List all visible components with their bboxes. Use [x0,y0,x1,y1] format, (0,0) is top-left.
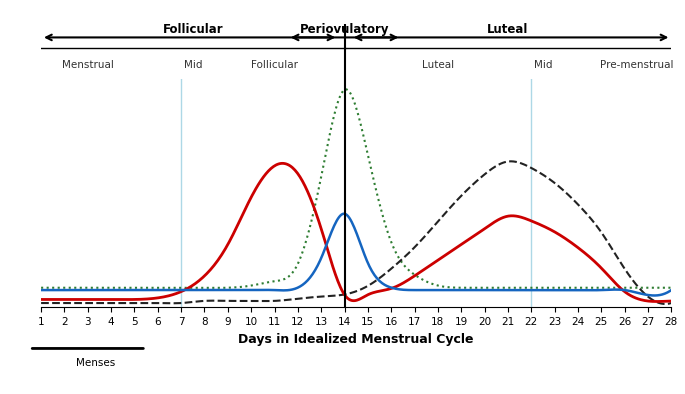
Text: Menses: Menses [76,358,115,368]
Text: Menstrual: Menstrual [62,60,114,70]
X-axis label: Days in Idealized Menstrual Cycle: Days in Idealized Menstrual Cycle [238,333,474,346]
Text: Mid: Mid [534,60,552,70]
Text: Follicular: Follicular [251,60,298,70]
Text: Luteal: Luteal [487,23,529,35]
Text: Follicular: Follicular [162,23,223,35]
Text: Pre-menstrual: Pre-menstrual [599,60,673,70]
Text: Mid: Mid [184,60,202,70]
Text: Periovulatory: Periovulatory [300,23,389,35]
Text: Luteal: Luteal [422,60,454,70]
